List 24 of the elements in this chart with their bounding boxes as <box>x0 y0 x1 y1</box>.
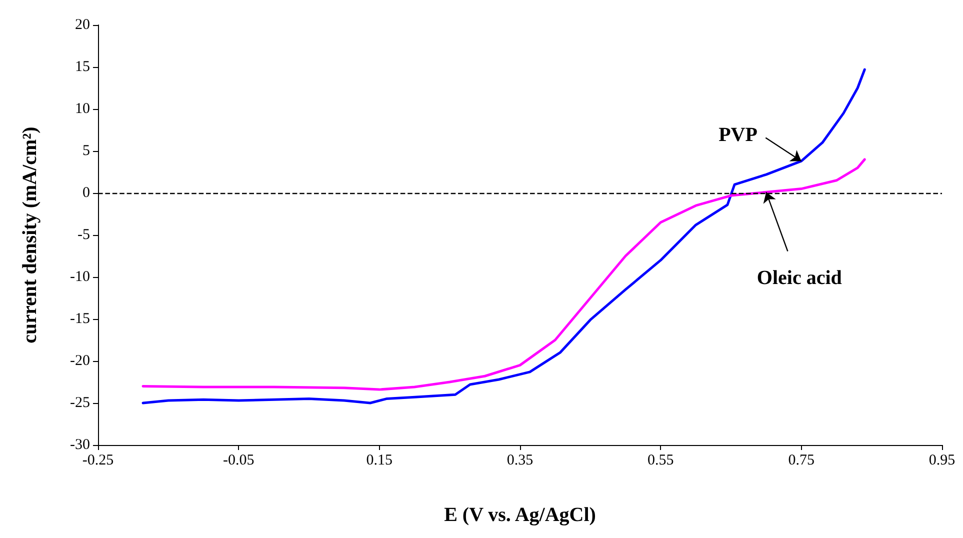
y-axis-title: current density (mA/cm²) <box>19 126 41 344</box>
line-series <box>142 68 866 404</box>
y-tick-label: -10 <box>70 269 90 285</box>
y-tick-label: 15 <box>75 59 90 75</box>
x-tick-label: -0.25 <box>82 452 114 468</box>
y-tick-label: 20 <box>75 17 90 33</box>
y-tick-label: 0 <box>82 185 90 201</box>
x-tick-label: 0.15 <box>366 452 392 468</box>
y-tick-label: -25 <box>70 395 90 411</box>
y-tick-label: -5 <box>78 227 90 243</box>
y-tick-label: 10 <box>75 101 90 117</box>
annotation: PVP <box>718 124 758 146</box>
x-tick-label: 0.55 <box>648 452 674 468</box>
x-tick-label: 0.75 <box>788 452 814 468</box>
annotation: Oleic acid <box>756 266 842 289</box>
x-axis-title: E (V vs. Ag/AgCl) <box>444 504 596 526</box>
y-tick-label: -20 <box>70 353 90 369</box>
y-tick-label: -15 <box>70 311 90 327</box>
line-series <box>142 158 866 391</box>
y-tick-label: -30 <box>70 437 90 453</box>
y-tick-label: 5 <box>82 143 90 159</box>
x-tick-label: 0.95 <box>928 452 956 468</box>
x-tick-label: -0.05 <box>223 452 254 468</box>
x-tick-label: 0.35 <box>506 452 534 468</box>
